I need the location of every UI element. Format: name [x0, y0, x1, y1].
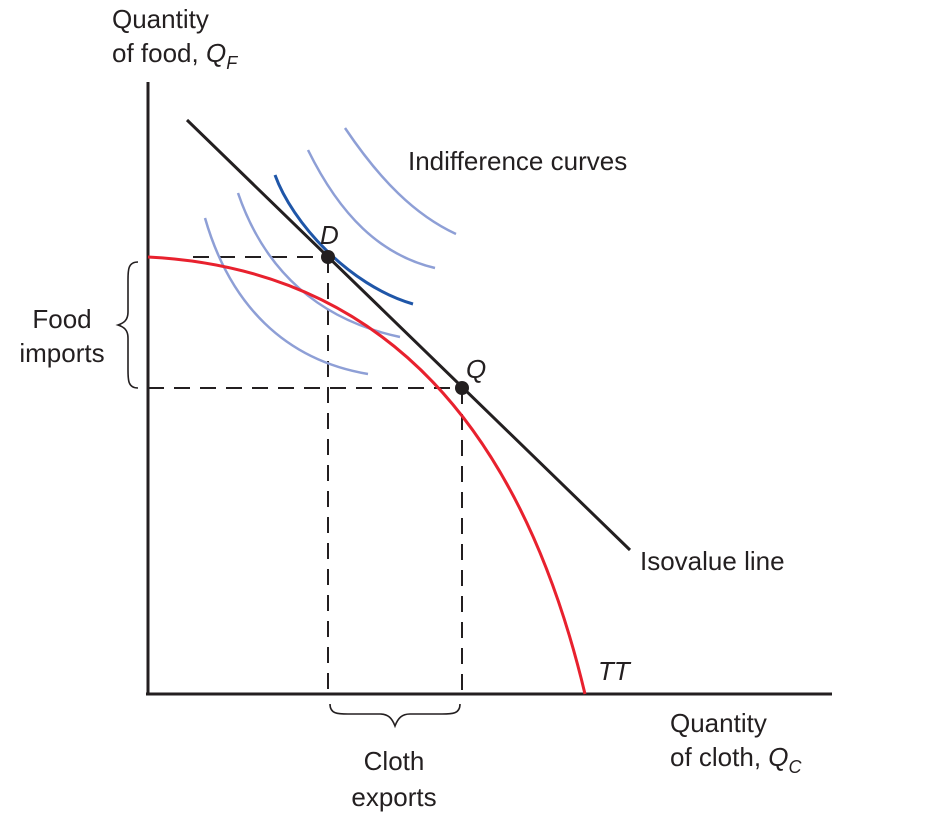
x-axis-label-text: of cloth,	[670, 742, 768, 772]
cloth-exports-brace	[329, 703, 461, 729]
indifference-curve-1	[203, 217, 369, 376]
point-q-label: Q	[466, 354, 486, 384]
y-axis-subscript: F	[226, 53, 238, 73]
x-axis-subscript: C	[789, 757, 803, 777]
x-axis-symbol: Q	[768, 742, 788, 772]
point-d	[321, 250, 335, 264]
indifference-curve-5	[343, 127, 457, 236]
food-imports-label-line1: Food	[32, 304, 91, 334]
y-axis-symbol: Q	[206, 38, 226, 68]
x-axis-label-line1: Quantity	[670, 708, 767, 738]
dashed-guides	[148, 256, 463, 694]
point-d-label: D	[320, 220, 339, 250]
isovalue-line-label: Isovalue line	[640, 546, 785, 576]
indifference-curve-4	[306, 149, 436, 270]
food-imports-brace	[115, 261, 139, 389]
point-q	[455, 381, 469, 395]
x-axis-label-line2: of cloth, QC	[670, 742, 803, 777]
indifference-curves-label: Indifference curves	[408, 146, 627, 176]
tt-curve	[147, 255, 587, 695]
food-imports-label-line2: imports	[19, 338, 104, 368]
isovalue-line	[185, 118, 632, 552]
cloth-exports-label-line2: exports	[351, 782, 436, 812]
tangent-indifference-curve	[273, 174, 414, 306]
tt-curve-label: TT	[598, 656, 632, 686]
y-axis-label-line2: of food, QF	[112, 38, 238, 73]
y-axis-label-text: of food,	[112, 38, 206, 68]
indifference-curve-2	[236, 192, 401, 339]
cloth-exports-label-line1: Cloth	[364, 746, 425, 776]
y-axis-label-line1: Quantity	[112, 4, 209, 34]
